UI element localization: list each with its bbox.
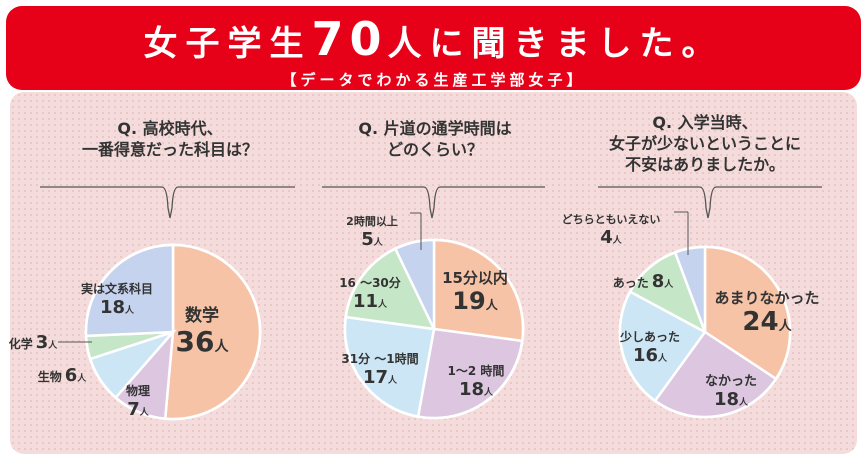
title-number: 70	[311, 12, 388, 66]
pie-1-label-5: 実は文系科目 18人	[57, 280, 177, 317]
question-1-bracket	[40, 186, 295, 219]
slice-label-name: 物理	[125, 384, 150, 398]
question-3-line-3: 不安はありましたか。	[625, 155, 785, 174]
slice-label-unit: 人	[484, 388, 494, 398]
pie-3-label-1: あまりなかった 24人	[707, 289, 827, 337]
slice-label-unit: 人	[739, 398, 749, 408]
pie-1-label-2: 物理 7人	[78, 382, 198, 419]
slice-label-name: 少しあった	[619, 330, 680, 344]
slice-label-value: 8	[651, 271, 665, 292]
question-3-line-1: Q. 入学当時、	[652, 113, 758, 132]
question-1-line-1: Q. 高校時代、	[117, 119, 223, 138]
slice-label-value: 3	[35, 332, 49, 353]
pie-1-label-1: 数学 36人	[142, 308, 262, 356]
question-3-bracket	[598, 186, 822, 219]
slice-label-value: 16	[632, 345, 659, 366]
slice-label-name: 2時間以上	[346, 215, 398, 228]
slice-label-name: 16 〜30分	[339, 276, 401, 290]
slice-label-value: 17	[362, 367, 389, 388]
slice-label-value: 19	[452, 287, 486, 315]
pie-1-label-3: 生物 6人	[2, 367, 122, 385]
slice-label-value: 7	[127, 399, 140, 420]
slice-label-value: 5	[361, 229, 374, 250]
question-2-line-2: どのくらい？	[386, 140, 483, 159]
pie-2-slice-5	[393, 238, 436, 330]
pie-3-label-5: どちらともいえない 4人	[551, 210, 671, 247]
slice-label-unit: 人	[612, 236, 622, 246]
slice-label-name: あった	[612, 276, 649, 290]
pie-2-label-4: 16 〜30分 11人	[310, 274, 430, 311]
pie-2-slice-3	[343, 315, 436, 419]
pie-2-label-3: 31分 〜1時間 17人	[320, 350, 440, 387]
pie-chart-1	[84, 243, 262, 421]
page-title: 女子学生70人に聞きました。	[6, 12, 861, 66]
pie-1-label-4: 化学 3人	[0, 334, 93, 352]
slice-label-value: 11	[352, 291, 379, 312]
slice-label-unit: 人	[378, 300, 388, 310]
slice-label-unit: 人	[214, 339, 229, 355]
question-2-line-1: Q. 片道の通学時間は	[358, 119, 512, 138]
slice-label-value: 18	[458, 379, 485, 400]
pie-2-slice-1	[432, 238, 525, 343]
question-3-line-2: 女子が少ないということに	[608, 134, 801, 153]
pie-2-label-2: 1〜2 時間 18人	[416, 362, 536, 399]
question-1: Q. 高校時代、 一番得意だった科目は？	[40, 118, 300, 160]
pie-3-label-4: あった 8人	[583, 273, 703, 291]
slice-label-unit: 人	[139, 408, 149, 418]
question-2: Q. 片道の通学時間は どのくらい？	[305, 118, 565, 160]
slice-label-value: 18	[99, 297, 126, 318]
slice-label-name: なかった	[704, 374, 757, 389]
slice-label-value: 18	[713, 389, 740, 410]
slice-label-name: 1〜2 時間	[447, 364, 505, 378]
question-1-line-2: 一番得意だった科目は？	[81, 140, 258, 159]
slice-label-value: 4	[600, 227, 613, 248]
pie-3-slice-3	[618, 290, 707, 403]
pie-2-label-5: 2時間以上 5人	[312, 212, 432, 249]
page-subtitle: 【データでわかる生産工学部女子】	[281, 71, 586, 89]
slice-label-name: 化学	[8, 337, 33, 351]
pie-3-slice-2	[653, 330, 778, 419]
slice-label-unit: 人	[485, 298, 498, 312]
slice-label-value: 36	[175, 325, 215, 358]
pie-3-label-2: なかった 18人	[671, 372, 791, 409]
pie-2-label-1: 15分以内 19人	[415, 269, 535, 315]
slice-label-name: 31分 〜1時間	[341, 352, 419, 366]
title-pre: 女子学生	[143, 24, 312, 64]
question-2-bracket	[322, 186, 545, 219]
slice-label-name: どちらともいえない	[561, 213, 661, 226]
slice-label-unit: 人	[77, 374, 87, 384]
slice-label-unit: 人	[125, 306, 135, 316]
slice-label-name: 実は文系科目	[80, 282, 153, 296]
title-banner: 女子学生70人に聞きました。 【データでわかる生産工学部女子】	[6, 6, 861, 90]
slice-label-name: 数学	[185, 306, 219, 326]
slice-label-unit: 人	[664, 280, 674, 290]
title-post: 人に聞きました。	[387, 24, 724, 64]
slice-label-value: 6	[64, 365, 78, 386]
slice-label-name: あまりなかった	[714, 289, 820, 307]
slice-label-unit: 人	[388, 376, 398, 386]
pie-chart-3	[618, 245, 792, 419]
slice-label-unit: 人	[373, 238, 383, 248]
pie-1-slice-5	[84, 243, 175, 338]
pie-1-slice-1	[163, 243, 262, 421]
pie-chart-2	[343, 238, 525, 420]
slice-label-unit: 人	[658, 354, 668, 364]
question-3: Q. 入学当時、 女子が少ないということに 不安はありましたか。	[570, 112, 840, 175]
pie-2-slice-2	[416, 327, 524, 420]
slice-label-unit: 人	[48, 341, 58, 351]
slice-label-value: 24	[742, 307, 779, 337]
pie-2-slice-4	[344, 247, 437, 331]
pie-3-label-3: 少しあった 16人	[590, 328, 710, 365]
slice-label-unit: 人	[778, 319, 792, 334]
pie-3-slice-5	[673, 245, 707, 333]
slice-label-name: 生物	[37, 370, 62, 384]
slice-label-name: 15分以内	[442, 269, 508, 287]
